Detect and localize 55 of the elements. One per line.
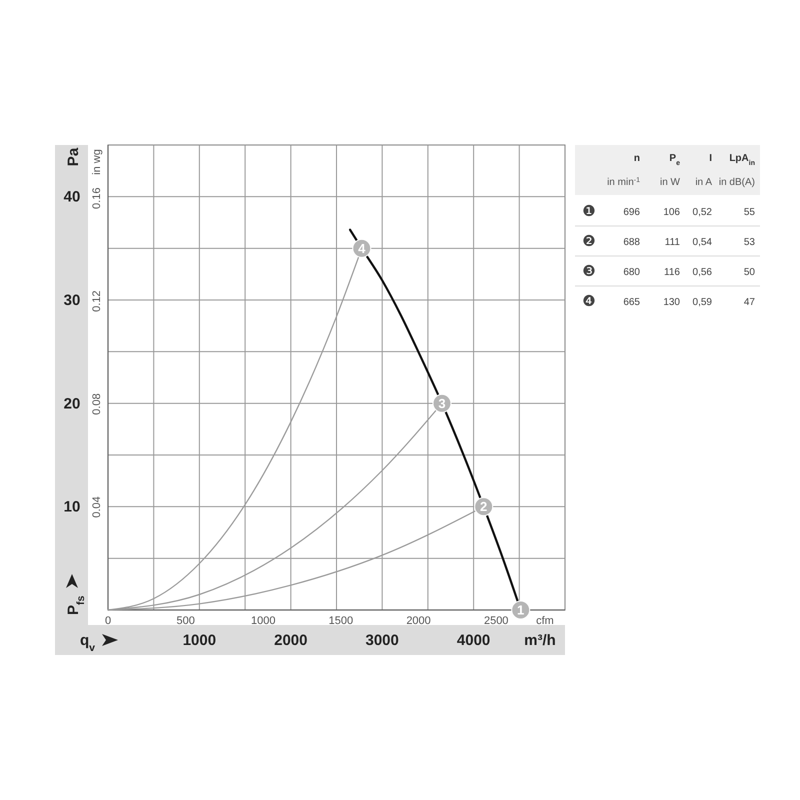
x2-tick-label: 1500 [328, 615, 354, 627]
category-label: n [634, 153, 640, 164]
text: 106 [663, 207, 680, 218]
text: 111 [664, 237, 680, 248]
text: 688 [623, 237, 640, 248]
x2-tick-label: 1000 [251, 615, 276, 627]
annotation: 3 [438, 396, 446, 411]
text: in W [660, 177, 681, 188]
x-tick-label: 2000 [274, 632, 308, 649]
y-tick-label: 10 [64, 498, 80, 516]
y-tick-label: 30 [64, 292, 80, 309]
text: 47 [744, 297, 755, 308]
y2-tick-label: 0.04 [91, 496, 103, 518]
text: 53 [744, 237, 755, 248]
text: 696 [623, 207, 640, 218]
y2-tick-label: 0.08 [91, 393, 103, 415]
x2-tick-label: 2500 [484, 615, 508, 627]
text: 116 [664, 267, 680, 278]
text: ❶ [582, 202, 596, 220]
category-label: P$_{e}$ [669, 153, 680, 166]
y-axis-title: Pa [65, 147, 82, 166]
text: in dB(A) [718, 177, 755, 188]
text: 665 [623, 297, 640, 308]
x2-tick-label: 2000 [406, 615, 431, 627]
y-tick-label: 40 [64, 188, 80, 206]
text: 0,52 [692, 207, 712, 218]
text: ❸ [582, 262, 596, 280]
text: in A [695, 177, 712, 188]
text: ❷ [582, 232, 596, 250]
text: 50 [744, 267, 755, 278]
x2-axis-title: cfm [536, 615, 554, 627]
text: 130 [663, 297, 680, 308]
text: 0,54 [692, 237, 712, 248]
y2-axis-title: in wg [91, 149, 103, 175]
y-tick-label: 20 [64, 395, 80, 412]
category-label: I [709, 153, 712, 164]
x-tick-label: 4000 [456, 632, 490, 649]
category-label: LpA$_{in}$ [729, 153, 755, 166]
x2-tick-label: 0 [104, 615, 112, 627]
annotation: 4 [358, 240, 366, 256]
text: in min$^{-1}$ [607, 176, 640, 188]
x2-tick-label: 500 [176, 615, 195, 627]
text: 0,59 [692, 297, 712, 308]
x-tick-label: 1000 [182, 632, 216, 649]
annotation: 1 [517, 602, 524, 618]
text: q$_{v}$ [80, 632, 96, 654]
text: 0,56 [692, 267, 712, 278]
x-axis-title: m³/h [524, 632, 556, 649]
y2-tick-label: 0.12 [91, 290, 103, 312]
text: ❹ [582, 292, 596, 310]
y2-tick-label: 0.16 [91, 188, 103, 209]
annotation: 2 [480, 499, 488, 514]
text: 680 [623, 267, 640, 278]
text: 55 [744, 207, 755, 218]
x-tick-label: 3000 [366, 632, 399, 649]
